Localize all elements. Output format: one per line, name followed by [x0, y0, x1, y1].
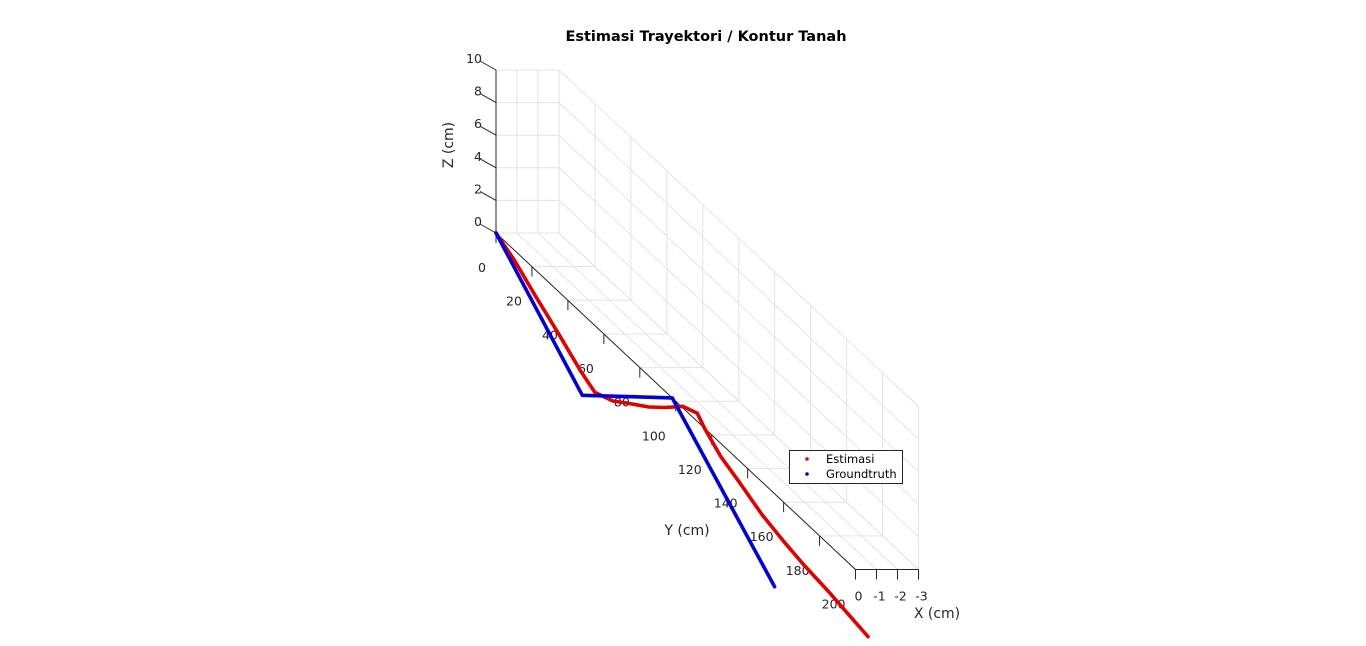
x-tick-label: -1 [873, 589, 885, 604]
y-tick-label: 160 [750, 529, 774, 544]
x-tick-label: -3 [915, 589, 927, 604]
series-line-estimasi [494, 231, 870, 639]
z-tick-label: 0 [474, 214, 482, 229]
y-axis-label: Y (cm) [663, 523, 709, 539]
y-tick-label: 100 [642, 428, 666, 443]
z-tick-mark [479, 223, 497, 234]
legend-label-groundtruth: Groundtruth [826, 467, 897, 481]
legend: Estimasi Groundtruth [789, 450, 903, 484]
chart-title: Estimasi Trayektori / Kontur Tanah [565, 29, 846, 45]
grid-line-back-z [558, 167, 919, 505]
y-tick-label: 0 [478, 260, 486, 275]
z-tick-mark [479, 190, 497, 201]
grid-line-back-z [558, 102, 919, 440]
x-tick-label: 0 [855, 589, 863, 604]
grid-line-back-z [558, 69, 919, 407]
z-tick-mark [479, 60, 497, 71]
legend-marker-estimasi [805, 457, 809, 461]
x-axis-label: X (cm) [914, 606, 960, 622]
legend-marker-groundtruth [805, 472, 809, 476]
x-tick-label: -2 [894, 589, 906, 604]
z-tick-mark [479, 93, 497, 104]
z-axis-label: Z (cm) [441, 122, 457, 168]
z-tick-label: 10 [466, 51, 482, 66]
y-tick-label: 120 [678, 462, 702, 477]
grid-line-back-z [558, 134, 919, 473]
data-series [494, 231, 870, 639]
z-tick-mark [479, 158, 497, 169]
z-tick-label: 2 [474, 181, 482, 196]
grid-lines [495, 69, 919, 570]
y-tick-label: 200 [822, 597, 846, 612]
z-tick-mark [479, 125, 497, 136]
z-tick-label: 8 [474, 84, 482, 99]
z-tick-label: 4 [474, 149, 482, 164]
legend-box [789, 450, 903, 484]
series-line-groundtruth [494, 231, 777, 589]
z-tick-label: 6 [474, 116, 482, 131]
y-tick-label: 20 [506, 294, 522, 309]
legend-label-estimasi: Estimasi [826, 452, 874, 466]
